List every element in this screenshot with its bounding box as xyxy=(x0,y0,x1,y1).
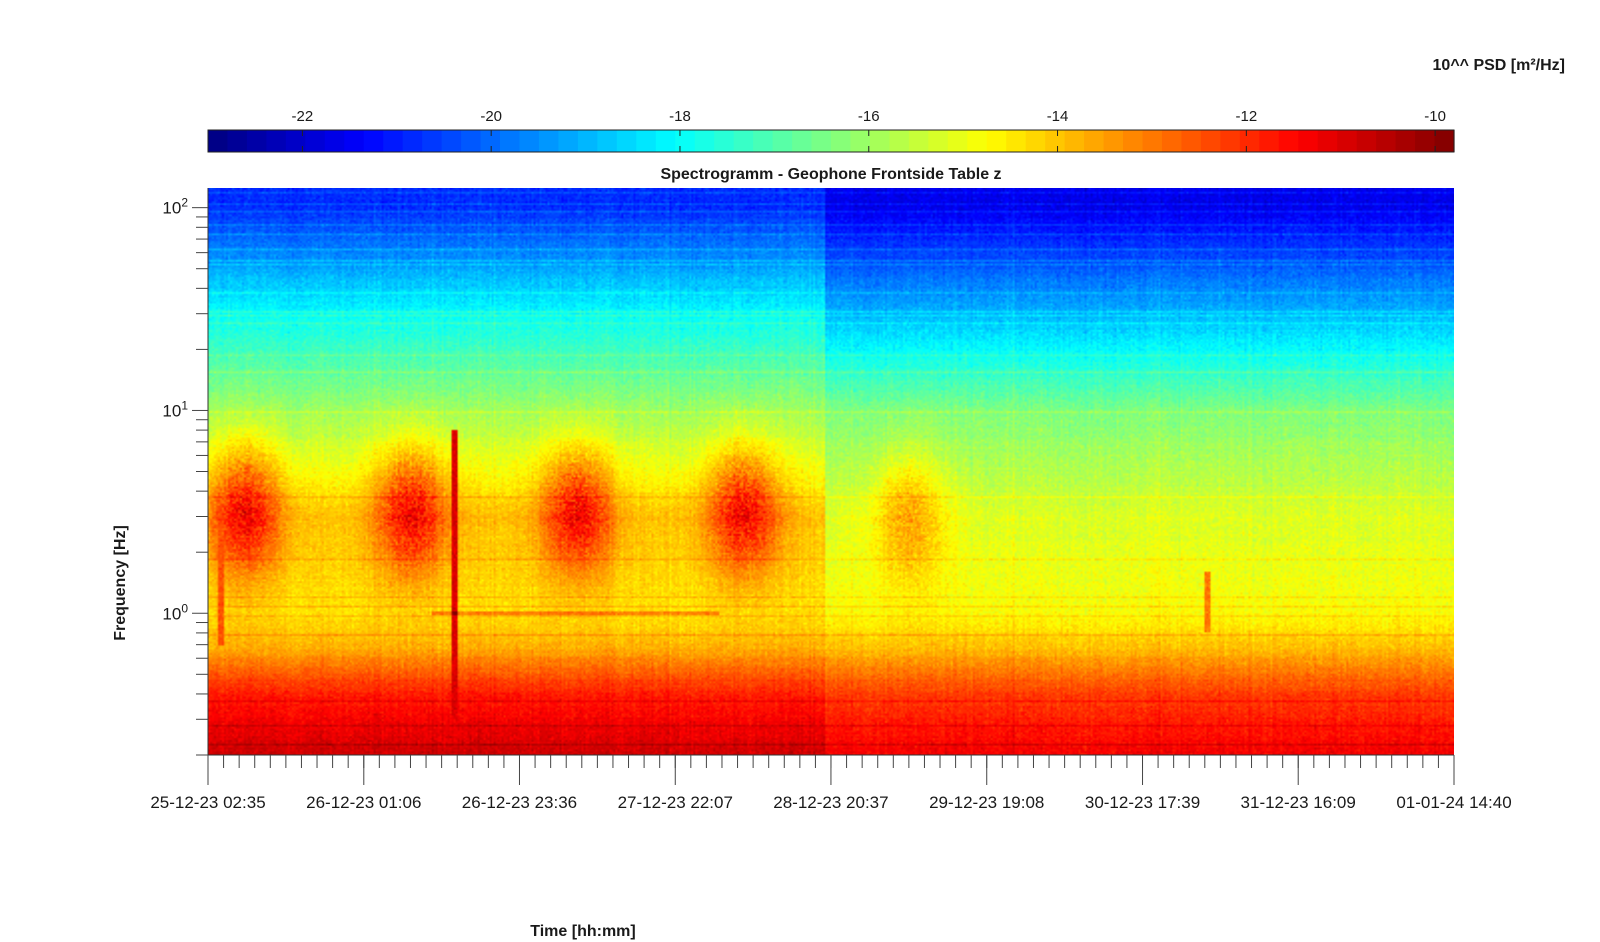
colorbar-cell xyxy=(947,130,968,152)
colorbar-cell xyxy=(1434,130,1455,152)
colorbar-cell xyxy=(1025,130,1046,152)
colorbar-cell xyxy=(616,130,637,152)
colorbar-cell xyxy=(1317,130,1338,152)
colorbar-cell xyxy=(266,130,287,152)
colorbar-cell xyxy=(733,130,754,152)
colorbar-cell xyxy=(422,130,443,152)
chart-title: Spectrogramm - Geophone Frontside Table … xyxy=(660,166,1001,183)
colorbar-tick-label: -12 xyxy=(1235,108,1257,125)
colorbar-cell xyxy=(811,130,832,152)
colorbar-cell xyxy=(636,130,657,152)
colorbar-cell xyxy=(208,130,229,152)
colorbar-cell xyxy=(928,130,949,152)
colorbar-cell xyxy=(402,130,423,152)
colorbar-cell xyxy=(1259,130,1280,152)
colorbar-cell xyxy=(461,130,482,152)
colorbar-label: 10^^ PSD [m²/Hz] xyxy=(1433,57,1565,74)
colorbar-tick-label: -22 xyxy=(292,108,314,125)
y-tick-label: 102 xyxy=(162,196,188,218)
colorbar-cell xyxy=(850,130,871,152)
y-axis: 100 101 102 xyxy=(162,188,209,756)
colorbar-cell xyxy=(753,130,774,152)
colorbar-cell xyxy=(558,130,579,152)
colorbar-cell xyxy=(1337,130,1358,152)
colorbar-tick-label: -10 xyxy=(1424,108,1446,125)
y-axis-label: Frequency [Hz] xyxy=(112,525,129,641)
colorbar-cell xyxy=(305,130,326,152)
colorbar-cell xyxy=(1123,130,1144,152)
y-tick-label: 101 xyxy=(162,398,188,420)
colorbar-cell xyxy=(246,130,268,152)
y-tick-label: 100 xyxy=(162,601,188,623)
colorbar-cell xyxy=(908,130,929,152)
colorbar-cell xyxy=(1415,130,1436,152)
x-tick-label: 29-12-23 19:08 xyxy=(929,793,1044,812)
colorbar-cell xyxy=(383,130,404,152)
colorbar-cell xyxy=(441,130,462,152)
colorbar-cell xyxy=(1142,130,1163,152)
colorbar-cell xyxy=(889,130,910,152)
colorbar-tick-label: -16 xyxy=(858,108,880,125)
colorbar-cell xyxy=(1181,130,1202,152)
x-tick-label: 31-12-23 16:09 xyxy=(1241,793,1356,812)
x-tick-label: 30-12-23 17:39 xyxy=(1085,793,1200,812)
colorbar-cell xyxy=(1103,130,1124,152)
x-tick-label: 01-01-24 14:40 xyxy=(1396,793,1511,812)
colorbar-cell xyxy=(772,130,793,152)
colorbar-cell xyxy=(792,130,813,152)
x-tick-label: 25-12-23 02:35 xyxy=(150,793,265,812)
colorbar-tick-label: -14 xyxy=(1047,108,1069,125)
colorbar-tick-label: -20 xyxy=(480,108,502,125)
colorbar-cell xyxy=(1200,130,1221,152)
colorbar-cell xyxy=(227,130,248,152)
colorbar: -22 -20 -18 -16 -14 -12 -10 xyxy=(207,108,1455,153)
colorbar-cell xyxy=(1239,130,1260,152)
colorbar-cell xyxy=(869,130,891,152)
colorbar-cell xyxy=(655,130,676,152)
x-tick-label: 28-12-23 20:37 xyxy=(773,793,888,812)
colorbar-cell xyxy=(577,130,598,152)
colorbar-cell xyxy=(480,130,501,152)
plot-area xyxy=(208,188,1454,755)
colorbar-gradient xyxy=(208,130,1455,152)
colorbar-cell xyxy=(538,130,560,152)
colorbar-tick-label: -18 xyxy=(669,108,691,125)
colorbar-cell xyxy=(597,130,618,152)
colorbar-cell xyxy=(675,130,696,152)
colorbar-ticks: -22 -20 -18 -16 -14 -12 -10 xyxy=(292,108,1446,152)
colorbar-cell xyxy=(694,130,715,152)
x-axis: 25-12-23 02:35 26-12-23 01:06 26-12-23 23:… xyxy=(150,754,1512,812)
colorbar-cell xyxy=(1064,130,1085,152)
colorbar-cell xyxy=(344,130,365,152)
colorbar-cell xyxy=(1395,130,1416,152)
colorbar-cell xyxy=(1006,130,1027,152)
colorbar-cell xyxy=(1045,130,1066,152)
colorbar-cell xyxy=(500,130,521,152)
colorbar-cell xyxy=(986,130,1007,152)
colorbar-cell xyxy=(1376,130,1397,152)
colorbar-cell xyxy=(363,130,384,152)
colorbar-cell xyxy=(1298,130,1319,152)
colorbar-cell xyxy=(1220,130,1241,152)
x-tick-label: 26-12-23 23:36 xyxy=(462,793,577,812)
colorbar-cell xyxy=(831,130,852,152)
colorbar-cell xyxy=(1356,130,1377,152)
colorbar-cell xyxy=(967,130,988,152)
colorbar-cell xyxy=(714,130,735,152)
x-tick-label: 27-12-23 22:07 xyxy=(618,793,733,812)
colorbar-cell xyxy=(1084,130,1105,152)
x-tick-label: 26-12-23 01:06 xyxy=(306,793,421,812)
colorbar-cell xyxy=(1161,130,1183,152)
colorbar-cell xyxy=(324,130,345,152)
x-axis-label: Time [hh:mm] xyxy=(530,923,635,940)
colorbar-cell xyxy=(285,130,306,152)
colorbar-cell xyxy=(1278,130,1299,152)
colorbar-frame xyxy=(207,129,1455,153)
colorbar-cell xyxy=(519,130,540,152)
spectrogram-heatmap xyxy=(208,188,1454,755)
